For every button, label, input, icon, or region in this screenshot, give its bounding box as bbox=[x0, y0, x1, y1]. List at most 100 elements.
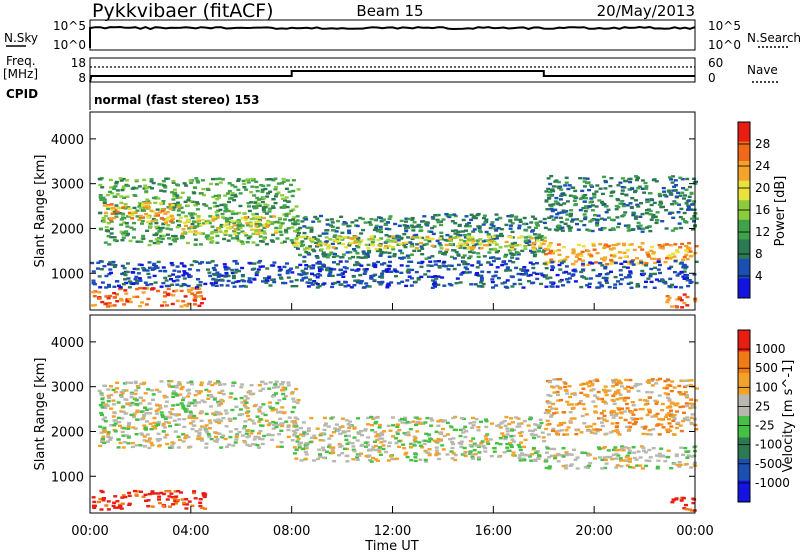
power-cell bbox=[393, 222, 398, 226]
velocity-cell bbox=[553, 457, 558, 460]
velocity-cell bbox=[620, 447, 625, 450]
power-cell bbox=[179, 236, 184, 240]
velocity-cell bbox=[423, 449, 428, 453]
power-cell bbox=[664, 227, 669, 230]
power-cell bbox=[504, 245, 509, 248]
velocity-cell bbox=[146, 499, 151, 502]
power-cell bbox=[139, 206, 144, 210]
velocity-cell bbox=[508, 442, 513, 445]
velocity-cell bbox=[240, 434, 245, 437]
power-cell bbox=[614, 204, 619, 208]
velocity-cell bbox=[613, 392, 617, 396]
power-cell bbox=[351, 255, 355, 259]
power-cell bbox=[603, 277, 608, 280]
power-band bbox=[665, 293, 698, 309]
power-cell bbox=[491, 286, 495, 289]
power-cell bbox=[322, 253, 327, 256]
power-colorbar-swatch bbox=[738, 180, 750, 201]
power-cell bbox=[107, 243, 112, 246]
velocity-cell bbox=[568, 411, 573, 414]
power-cell bbox=[686, 208, 690, 211]
velocity-cell bbox=[100, 397, 105, 401]
power-cell bbox=[547, 196, 552, 200]
velocity-cell bbox=[217, 381, 222, 384]
velocity-cell bbox=[654, 402, 659, 405]
velocity-cell bbox=[185, 389, 190, 392]
velocity-cell bbox=[188, 422, 193, 425]
power-cell bbox=[470, 242, 475, 245]
power-cell bbox=[193, 203, 198, 207]
power-cell bbox=[517, 227, 522, 230]
power-cell bbox=[609, 254, 614, 257]
velocity-cell bbox=[609, 413, 614, 417]
power-cell bbox=[359, 279, 364, 283]
power-cell bbox=[458, 234, 463, 237]
power-cell bbox=[333, 281, 338, 285]
power-cell bbox=[504, 223, 509, 227]
power-cell bbox=[561, 246, 566, 249]
velocity-cell bbox=[97, 500, 101, 504]
power-cell bbox=[359, 232, 364, 235]
velocity-cell bbox=[120, 417, 125, 420]
power-cell bbox=[558, 216, 563, 220]
velocity-cell bbox=[665, 428, 670, 431]
power-cell bbox=[645, 251, 650, 254]
power-cell bbox=[356, 268, 361, 271]
velocity-cell bbox=[174, 386, 179, 389]
velocity-cell bbox=[498, 437, 503, 440]
power-cell bbox=[436, 213, 441, 217]
velocity-cell bbox=[292, 400, 297, 403]
power-cell bbox=[255, 243, 260, 247]
power-cell bbox=[119, 195, 124, 198]
power-cell bbox=[103, 211, 108, 215]
velocity-cell bbox=[555, 378, 560, 381]
velocity-cell bbox=[426, 451, 431, 454]
power-cell bbox=[224, 229, 229, 233]
velocity-cell bbox=[156, 420, 161, 424]
power-cell bbox=[467, 221, 472, 225]
power-cell bbox=[163, 276, 168, 280]
velocity-cell bbox=[384, 450, 389, 454]
velocity-cell bbox=[418, 458, 423, 461]
power-cell bbox=[437, 242, 442, 245]
power-cell bbox=[665, 300, 670, 304]
power-cell bbox=[293, 244, 298, 247]
power-cell bbox=[355, 281, 360, 284]
velocity-cell bbox=[645, 433, 650, 436]
power-cell bbox=[182, 277, 187, 280]
velocity-cell bbox=[544, 460, 549, 463]
power-cell bbox=[604, 180, 608, 184]
velocity-cell bbox=[440, 444, 445, 447]
power-cell bbox=[581, 262, 585, 266]
power-cell bbox=[220, 216, 225, 219]
power-cell bbox=[179, 289, 184, 293]
power-cell bbox=[486, 234, 491, 237]
power-cell bbox=[431, 232, 436, 236]
velocity-cell bbox=[563, 385, 568, 389]
power-cell bbox=[623, 179, 628, 183]
velocity-cell bbox=[463, 425, 468, 428]
power-cell bbox=[566, 187, 571, 191]
power-cell bbox=[175, 279, 180, 282]
power-cell bbox=[551, 203, 556, 206]
velocity-cell bbox=[281, 392, 286, 396]
power-cell bbox=[618, 256, 623, 260]
power-cell bbox=[617, 222, 622, 225]
velocity-cell bbox=[194, 430, 199, 433]
xtick-label: 00:00 bbox=[71, 524, 108, 539]
velocity-cell bbox=[174, 495, 179, 498]
power-cell bbox=[131, 282, 136, 286]
power-cell bbox=[230, 212, 235, 216]
power-cell bbox=[565, 255, 570, 259]
velocity-cell bbox=[604, 462, 609, 465]
power-cell bbox=[307, 236, 312, 240]
power-cell bbox=[289, 239, 294, 242]
power-cell bbox=[112, 195, 117, 198]
power-cell bbox=[241, 179, 246, 183]
velocity-cell bbox=[519, 452, 524, 455]
power-cell bbox=[631, 211, 636, 214]
power-cell bbox=[588, 184, 593, 187]
velocity-cell bbox=[417, 441, 422, 444]
velocity-cell bbox=[442, 434, 447, 438]
power-cell bbox=[582, 223, 587, 227]
